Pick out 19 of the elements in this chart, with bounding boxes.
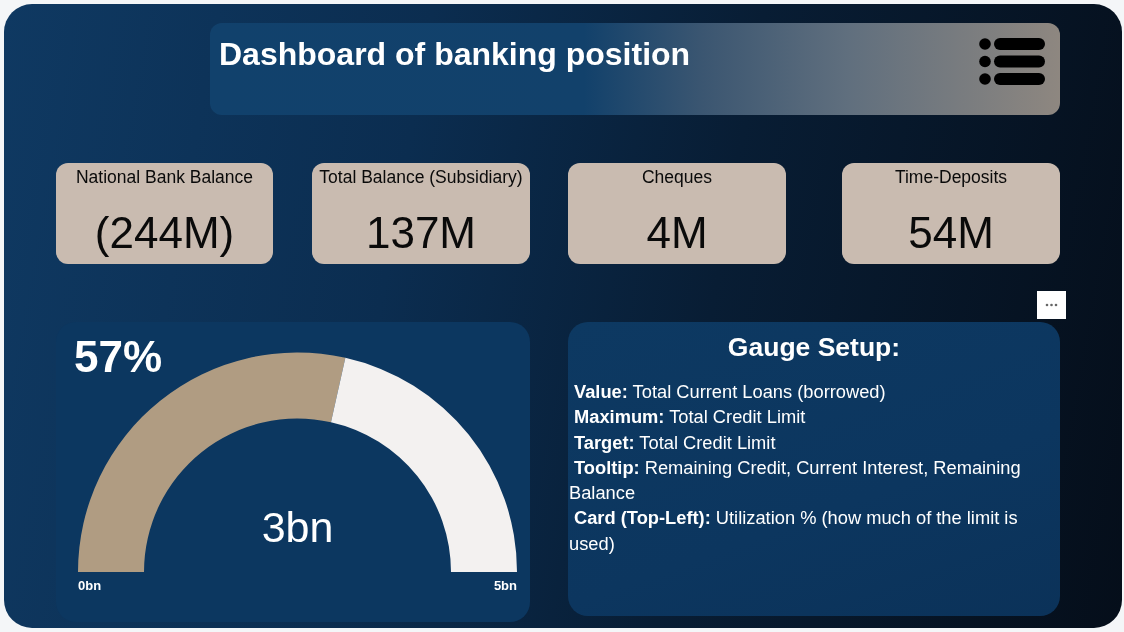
text: Total Balance (Subsidiary) (319, 167, 523, 187)
text: Maximum: Total Credit Limit (574, 406, 806, 428)
text: 0bn (78, 578, 102, 593)
text: Card (Top-Left): Utilization % (how much of the limit is used) (569, 507, 1018, 554)
text: Value: Total Current Loans (borrowed) (574, 381, 886, 402)
text: 54M (908, 208, 994, 257)
text: Gauge Setup: (727, 332, 901, 362)
text: 4M (646, 208, 708, 257)
text: National Bank Balance (75, 167, 254, 187)
text: 137M (365, 208, 477, 257)
text: Cheques (641, 167, 713, 187)
text: Target: Total Credit Limit (574, 431, 776, 453)
text: Dashboard of banking position (219, 36, 691, 72)
chart-title: 57% (74, 332, 163, 381)
text: Tooltip: Remaining Credit, Current Interest, Remaining Balance (569, 456, 1021, 504)
text: Time-Deposits (894, 167, 1008, 187)
text: (244M) (94, 208, 235, 257)
text: 3bn (261, 503, 334, 551)
text: 5bn (493, 578, 517, 593)
